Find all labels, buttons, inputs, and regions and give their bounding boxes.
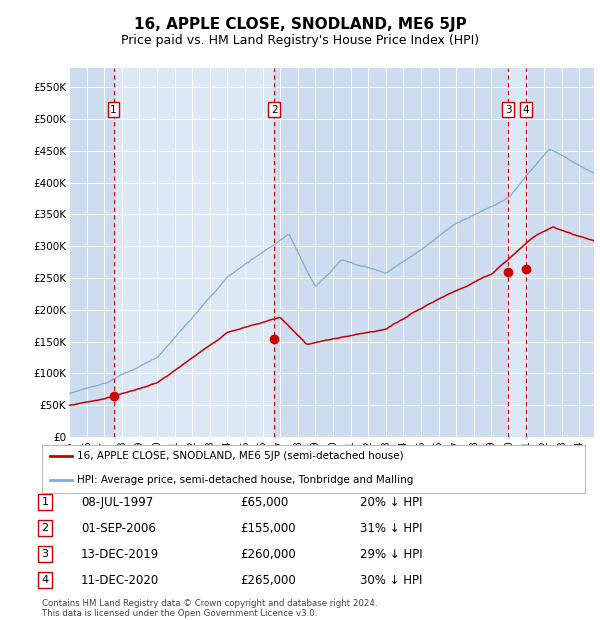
Text: Price paid vs. HM Land Registry's House Price Index (HPI): Price paid vs. HM Land Registry's House … bbox=[121, 34, 479, 47]
Text: 4: 4 bbox=[523, 105, 529, 115]
Text: 3: 3 bbox=[41, 549, 49, 559]
Text: 16, APPLE CLOSE, SNODLAND, ME6 5JP (semi-detached house): 16, APPLE CLOSE, SNODLAND, ME6 5JP (semi… bbox=[77, 451, 404, 461]
Text: 1: 1 bbox=[41, 497, 49, 507]
Text: 2: 2 bbox=[41, 523, 49, 533]
Text: 30% ↓ HPI: 30% ↓ HPI bbox=[360, 574, 422, 587]
Text: £265,000: £265,000 bbox=[240, 574, 296, 587]
Text: 13-DEC-2019: 13-DEC-2019 bbox=[81, 548, 159, 560]
Text: 16, APPLE CLOSE, SNODLAND, ME6 5JP: 16, APPLE CLOSE, SNODLAND, ME6 5JP bbox=[134, 17, 466, 32]
Bar bbox=[274, 68, 508, 437]
Bar bbox=[508, 68, 526, 437]
Text: 11-DEC-2020: 11-DEC-2020 bbox=[81, 574, 159, 587]
Text: 20% ↓ HPI: 20% ↓ HPI bbox=[360, 496, 422, 508]
Bar bbox=[113, 68, 274, 437]
Text: £260,000: £260,000 bbox=[240, 548, 296, 560]
Text: £155,000: £155,000 bbox=[240, 522, 296, 534]
Text: £65,000: £65,000 bbox=[240, 496, 288, 508]
Bar bbox=[526, 68, 594, 437]
Text: 01-SEP-2006: 01-SEP-2006 bbox=[81, 522, 156, 534]
Text: Contains HM Land Registry data © Crown copyright and database right 2024.
This d: Contains HM Land Registry data © Crown c… bbox=[42, 599, 377, 618]
Text: 29% ↓ HPI: 29% ↓ HPI bbox=[360, 548, 422, 560]
Text: 3: 3 bbox=[505, 105, 512, 115]
Text: 2: 2 bbox=[271, 105, 278, 115]
Text: 4: 4 bbox=[41, 575, 49, 585]
Bar bbox=[69, 68, 113, 437]
Text: HPI: Average price, semi-detached house, Tonbridge and Malling: HPI: Average price, semi-detached house,… bbox=[77, 476, 413, 485]
Text: 31% ↓ HPI: 31% ↓ HPI bbox=[360, 522, 422, 534]
Text: 08-JUL-1997: 08-JUL-1997 bbox=[81, 496, 153, 508]
Text: 1: 1 bbox=[110, 105, 117, 115]
